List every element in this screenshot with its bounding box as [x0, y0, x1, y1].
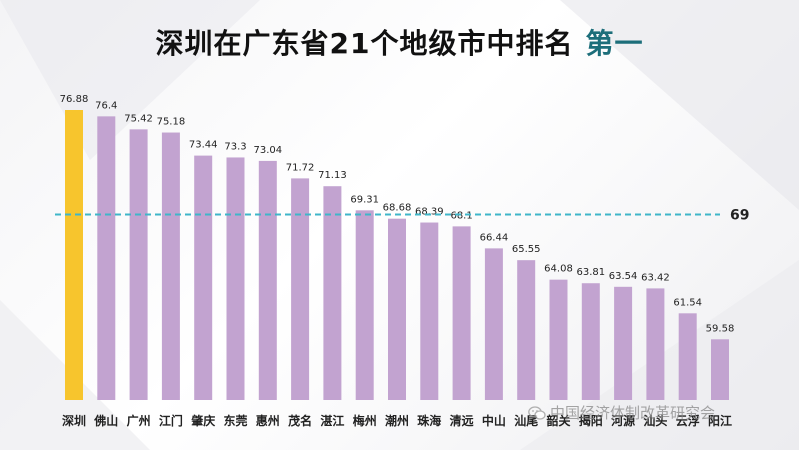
- wechat-icon: [528, 406, 546, 420]
- data-label: 73.04: [253, 145, 282, 156]
- bar: [581, 283, 600, 400]
- title-highlight: 第一: [585, 27, 644, 60]
- category-label: 中山: [482, 413, 506, 428]
- data-label: 69.31: [350, 194, 379, 205]
- data-label: 76.4: [95, 100, 117, 111]
- bar: [129, 129, 148, 400]
- category-label: 揭阳: [579, 413, 603, 428]
- watermark: 中国经济体制改革研究会: [528, 402, 715, 423]
- title-text: 深圳在广东省21个地级市中排名: [155, 27, 574, 60]
- bar: [226, 157, 245, 400]
- data-label: 71.72: [286, 162, 315, 173]
- category-label: 阳江: [708, 413, 732, 428]
- bar: [388, 218, 406, 400]
- data-label: 61.54: [673, 297, 702, 308]
- data-label: 76.88: [60, 94, 89, 105]
- data-label: 75.18: [157, 117, 186, 128]
- category-label: 汕头: [643, 413, 667, 428]
- data-label: 73.44: [189, 140, 218, 151]
- category-label: 广州: [127, 413, 151, 428]
- data-label: 63.54: [609, 271, 638, 282]
- bar: [452, 226, 471, 400]
- bar: [614, 286, 633, 400]
- data-label: 63.81: [576, 267, 605, 278]
- bar: [420, 222, 439, 400]
- category-label: 云浮: [676, 413, 700, 428]
- category-label: 惠州: [256, 413, 280, 428]
- bar: [65, 110, 83, 400]
- category-label: 茂名: [288, 413, 312, 428]
- data-label: 71.13: [318, 170, 347, 181]
- reference-line-label: 69: [730, 207, 749, 223]
- bar: [517, 260, 536, 400]
- data-label: 68.1: [450, 210, 472, 221]
- category-label: 河源: [610, 413, 635, 428]
- category-label: 江门: [159, 413, 183, 428]
- data-label: 73.3: [224, 141, 246, 152]
- bar: [291, 178, 310, 400]
- category-label: 东莞: [223, 413, 247, 428]
- page-title: 深圳在广东省21个地级市中排名 第一: [0, 22, 799, 62]
- data-label: 65.55: [512, 244, 541, 255]
- bar: [711, 339, 729, 400]
- bar: [194, 155, 213, 400]
- bar: [97, 116, 116, 401]
- category-label: 深圳: [62, 413, 86, 428]
- data-label: 64.08: [544, 264, 573, 275]
- bar: [484, 248, 503, 400]
- bar: [355, 210, 374, 400]
- category-label: 佛山: [93, 413, 118, 428]
- category-label: 肇庆: [191, 413, 215, 428]
- data-label: 66.44: [480, 232, 509, 243]
- bar: [161, 132, 180, 401]
- data-label: 63.42: [641, 272, 670, 283]
- bar: [549, 279, 568, 400]
- watermark-text: 中国经济体制改革研究会: [550, 404, 716, 422]
- bar: [678, 313, 697, 400]
- category-label: 潮州: [385, 413, 409, 428]
- bar: [323, 186, 342, 400]
- data-label: 75.42: [124, 113, 153, 124]
- data-label: 68.68: [383, 203, 412, 214]
- data-label: 68.39: [415, 207, 444, 218]
- category-label: 韶关: [546, 413, 570, 428]
- category-label: 梅州: [353, 413, 377, 428]
- category-label: 清远: [450, 413, 474, 428]
- data-label: 59.58: [706, 323, 735, 334]
- category-label: 湛江: [320, 413, 344, 428]
- category-label: 珠海: [417, 413, 441, 428]
- bar: [646, 288, 665, 400]
- bar: [258, 160, 277, 400]
